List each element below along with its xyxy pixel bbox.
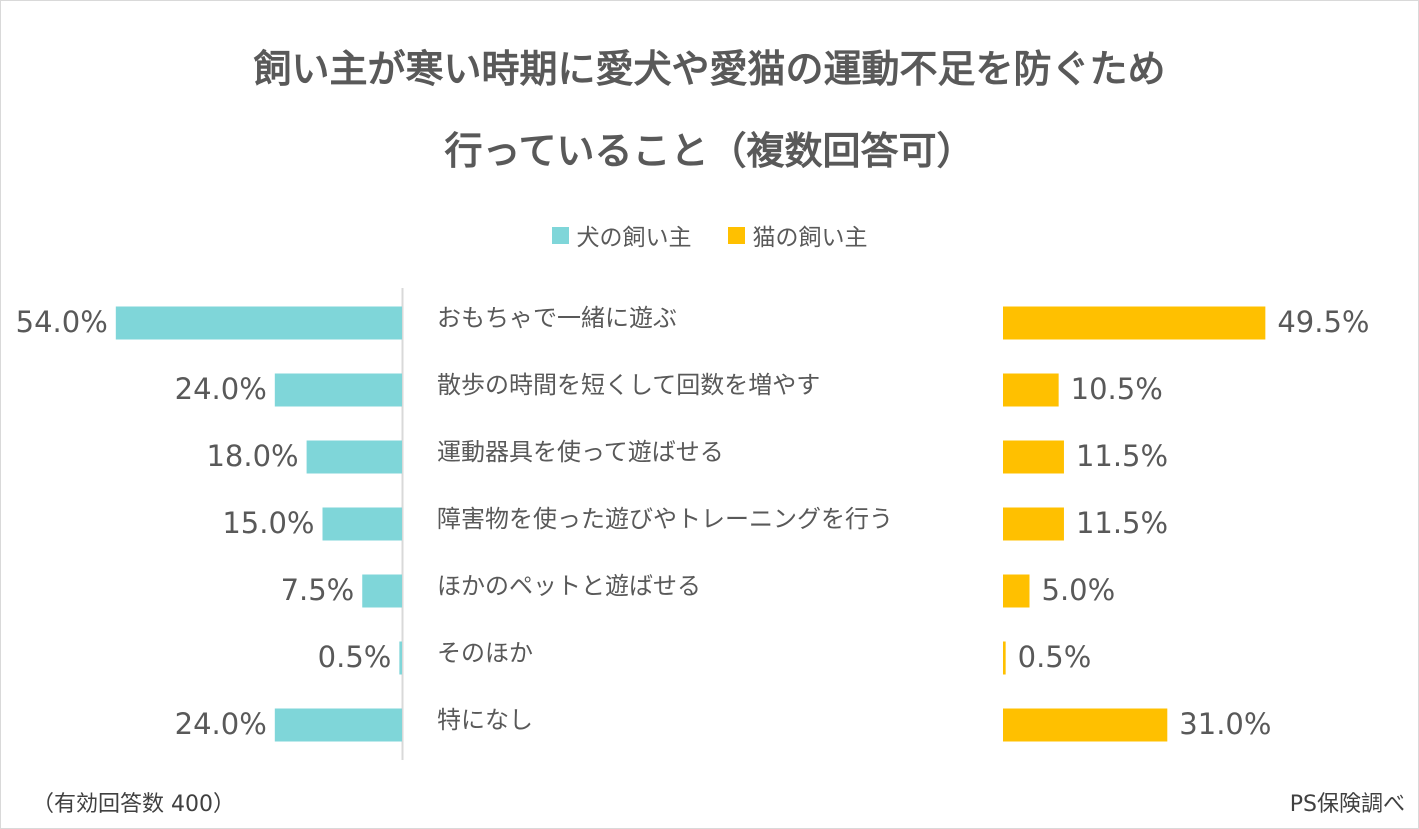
dog-bar-6 — [399, 641, 402, 675]
dog-data-label-1: 54.0% — [16, 305, 108, 339]
legend: 犬の飼い主 猫の飼い主 — [0, 218, 1419, 252]
dog-data-label-4: 15.0% — [222, 506, 314, 540]
cat-data-label-3: 11.5% — [1076, 439, 1168, 473]
legend-label-cat: 猫の飼い主 — [752, 225, 868, 251]
dog-data-label-3: 18.0% — [206, 439, 298, 473]
cat-data-label-5: 5.0% — [1042, 573, 1116, 607]
cat-bar-6 — [1003, 641, 1006, 675]
legend-item-cat: 猫の飼い主 — [727, 218, 868, 252]
legend-swatch-cat — [727, 226, 745, 244]
cat-data-label-4: 11.5% — [1076, 506, 1168, 540]
category-label-3: 運動器具を使って遊ばせる — [437, 438, 724, 466]
dog-bar-5 — [362, 574, 402, 608]
dog-data-label-2: 24.0% — [175, 372, 267, 406]
chart-title-line-2: 行っていること（複数回答可） — [444, 129, 975, 173]
dog-data-label-7: 24.0% — [175, 707, 267, 741]
cat-bar-1 — [1003, 306, 1266, 340]
category-label-6: そのほか — [437, 639, 533, 667]
cat-bar-5 — [1003, 574, 1030, 608]
dog-bar-7 — [274, 708, 402, 742]
category-label-2: 散歩の時間を短くして回数を増やす — [437, 371, 820, 399]
cat-data-label-1: 49.5% — [1277, 305, 1369, 339]
category-label-1: おもちゃで一緒に遊ぶ — [437, 304, 677, 332]
dog-bar-3 — [306, 440, 402, 474]
cat-data-label-7: 31.0% — [1179, 707, 1271, 741]
dog-bar-4 — [322, 507, 402, 541]
legend-label-dog: 犬の飼い主 — [576, 225, 692, 251]
source-credit: PS保険調べ — [1289, 792, 1405, 817]
cat-bar-4 — [1003, 507, 1064, 541]
cat-data-label-2: 10.5% — [1071, 372, 1163, 406]
chart-title: 飼い主が寒い時期に愛犬や愛猫の運動不足を防ぐため — [253, 47, 1166, 91]
cat-bar-3 — [1003, 440, 1064, 474]
cat-data-label-6: 0.5% — [1018, 640, 1092, 674]
category-label-5: ほかのペットと遊ばせる — [437, 572, 701, 600]
legend-item-dog: 犬の飼い主 — [551, 218, 692, 252]
dog-data-label-6: 0.5% — [318, 640, 392, 674]
category-label-7: 特になし — [437, 706, 533, 734]
cat-bar-2 — [1003, 373, 1059, 407]
dog-bar-2 — [274, 373, 402, 407]
respondent-note: （有効回答数 400） — [32, 792, 235, 817]
cat-bar-7 — [1003, 708, 1168, 742]
legend-swatch-dog — [551, 226, 569, 244]
dog-data-label-5: 7.5% — [281, 573, 355, 607]
dog-bar-1 — [115, 306, 403, 340]
category-label-4: 障害物を使った遊びやトレーニングを行う — [437, 505, 893, 533]
